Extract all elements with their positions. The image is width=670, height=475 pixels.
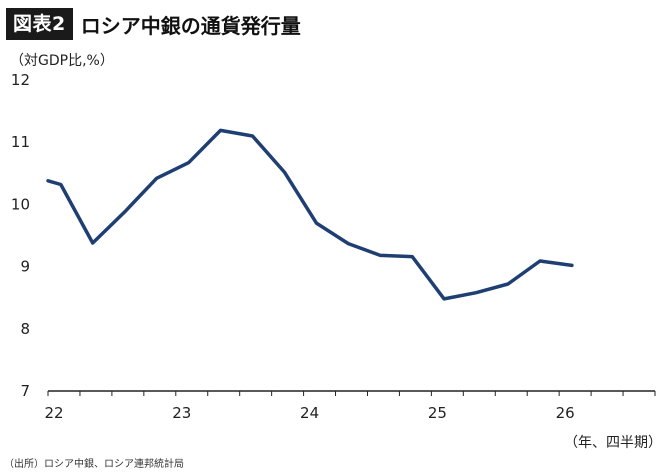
y-tick-label: 8: [20, 320, 30, 338]
figure-badge: 図表2: [6, 8, 73, 40]
x-tick-label: 24: [300, 404, 319, 422]
chart-header: 図表2 ロシア中銀の通貨発行量: [6, 7, 301, 41]
y-tick-label: 12: [11, 71, 30, 89]
y-tick-label: 9: [20, 258, 30, 276]
x-axis-label: （年、四半期）: [564, 435, 662, 451]
chart-title: ロシア中銀の通貨発行量: [80, 13, 301, 38]
y-tick-label: 11: [11, 133, 30, 151]
x-tick-label: 22: [44, 404, 63, 422]
x-tick-label: 25: [428, 404, 447, 422]
series-line: [46, 128, 574, 301]
y-axis-label: （対GDP比,%）: [10, 53, 114, 69]
y-tick-label: 7: [20, 382, 30, 400]
x-tick-label: 26: [556, 404, 575, 422]
y-tick-label: 10: [11, 195, 30, 213]
x-tick-label: 23: [172, 404, 191, 422]
source-note: （出所）ロシア中銀、ロシア連邦統計局: [4, 459, 184, 470]
